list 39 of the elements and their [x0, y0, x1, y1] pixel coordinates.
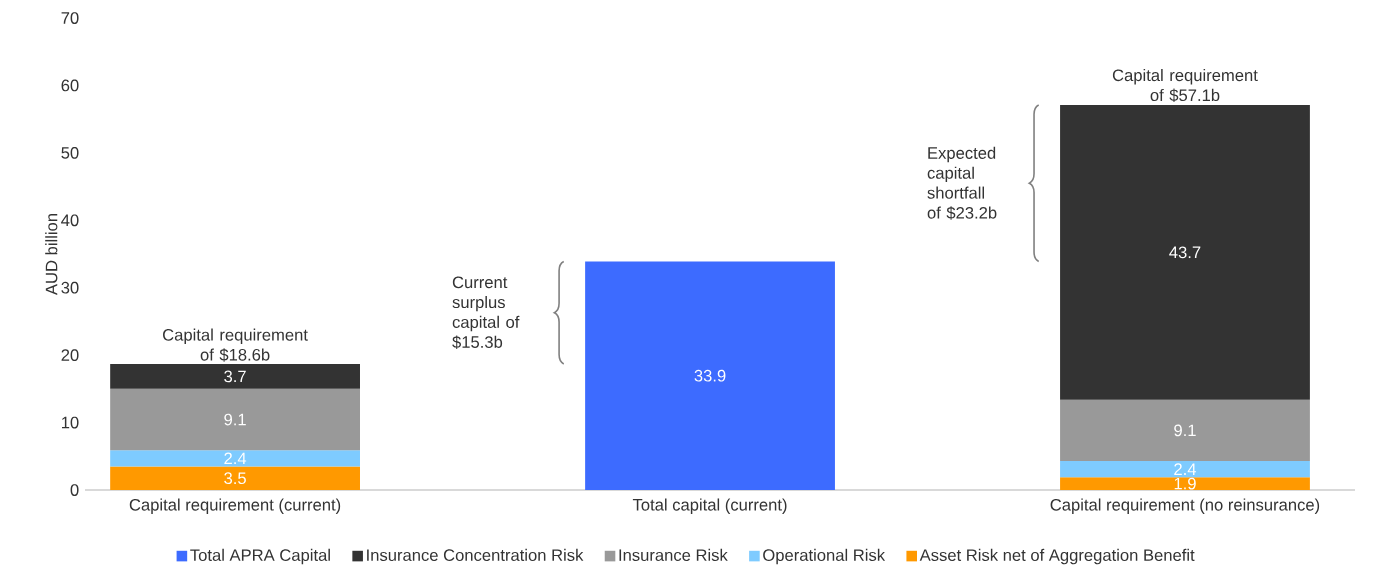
data-label: 9.1 [1174, 424, 1196, 437]
legend-label: Operational Risk [763, 548, 886, 565]
data-label: 2.4 [224, 452, 247, 465]
legend-label: Asset Risk net of Aggregation Benefit [919, 548, 1195, 565]
annotation: Capital requirement of $57.1b [1112, 68, 1258, 103]
data-label: 9.1 [224, 413, 246, 426]
x-tick-label: Total capital (current) [632, 498, 787, 514]
data-label: 3.5 [224, 472, 246, 485]
y-tick-label: 20 [61, 349, 79, 362]
bar [1060, 399, 1310, 462]
annotation: Expected capital shortfall of $23.2b [927, 146, 997, 220]
x-tick-label: Capital requirement (current) [129, 498, 341, 514]
data-label: 2.4 [1174, 463, 1197, 475]
data-label: 3.7 [224, 370, 246, 383]
y-tick-label: 70 [61, 12, 79, 24]
y-tick-label: 60 [61, 79, 79, 92]
bar [110, 363, 360, 389]
y-axis-title: AUD billion [45, 214, 58, 296]
data-label: 33.9 [694, 369, 726, 382]
bar [110, 466, 360, 490]
legend-label: Insurance Risk [619, 548, 728, 562]
x-tick-label: Capital requirement (no reinsurance) [1050, 498, 1320, 514]
y-tick-label: 40 [61, 214, 79, 227]
legend-label: Insurance Concentration Risk [367, 548, 584, 562]
data-label: 1.9 [1174, 477, 1196, 490]
bar [1060, 477, 1310, 490]
annotation: Capital requirement of $18.6b [163, 328, 308, 362]
legend-label: Total APRA Capital [190, 548, 330, 565]
y-tick-label: 50 [61, 146, 79, 159]
bar [110, 450, 360, 467]
y-tick-label: 10 [62, 416, 79, 429]
annotation: Current surplus capital of $15.3b [452, 276, 520, 349]
bar [1060, 104, 1310, 400]
bar [110, 388, 360, 451]
bar [1060, 461, 1310, 478]
data-label: 43.7 [1169, 246, 1201, 259]
bar [585, 261, 835, 490]
y-tick-label: 0 [70, 484, 79, 496]
y-tick-label: 30 [61, 281, 79, 294]
